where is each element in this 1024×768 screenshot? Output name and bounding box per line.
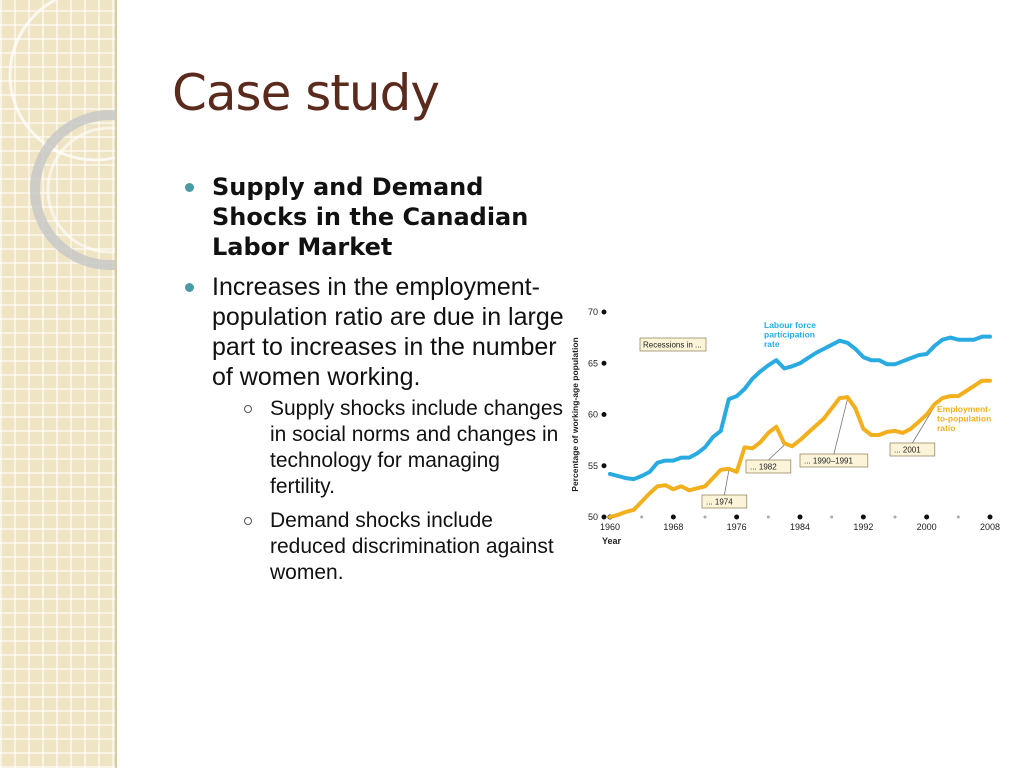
- series-label: Employment-: [937, 404, 991, 414]
- decorative-rings: [8, 0, 115, 270]
- y-axis-tick: [601, 463, 607, 469]
- x-tick-label: 1960: [600, 522, 620, 532]
- x-axis-tick: [924, 514, 930, 520]
- x-axis-tick: [830, 515, 834, 519]
- x-axis-tick: [703, 515, 707, 519]
- recession-box: [889, 442, 936, 457]
- y-tick-label: 70: [588, 307, 598, 317]
- recession-label: ... 1974: [706, 498, 733, 507]
- bullet-text: Supply and Demand Shocks in the Canadian…: [212, 173, 529, 261]
- x-axis-tick: [797, 514, 803, 520]
- line-chart: 50 55 60 65 70 1960 1968 1976 1984 1992 2000 2008 Ye…: [570, 307, 1000, 546]
- decorative-side-band: [0, 0, 117, 768]
- x-tick-label: 1984: [790, 522, 810, 532]
- y-axis-tick: [601, 309, 607, 315]
- x-axis-tick: [860, 514, 866, 520]
- series-label: rate: [764, 339, 780, 349]
- x-tick-label: 2008: [980, 522, 1000, 532]
- sub-bullet-list: Supply shocks include changes in social …: [212, 396, 565, 586]
- recession-leader-line: [724, 470, 730, 496]
- recession-leader-line: [912, 406, 935, 444]
- recession-label: ... 2001: [894, 446, 921, 455]
- recession-leader-line: [833, 398, 848, 455]
- x-tick-label: 2000: [917, 522, 937, 532]
- x-tick-label: 1992: [853, 522, 873, 532]
- bullet-item: Increases in the employment-population r…: [185, 272, 565, 586]
- y-tick-label: 65: [588, 358, 598, 368]
- x-axis-tick: [956, 515, 960, 519]
- recession-label: ... 1982: [750, 463, 777, 472]
- series-line: [608, 334, 992, 482]
- bullet-dot-icon: [185, 183, 194, 192]
- decorative-ring-mid: [30, 110, 115, 270]
- x-axis-tick: [893, 515, 897, 519]
- decorative-ring-top: [8, 0, 115, 162]
- y-axis-tick: [601, 514, 607, 520]
- y-tick-label: 60: [588, 410, 598, 420]
- series-label: Labour force: [764, 320, 816, 330]
- sub-bullet-ring-icon: [244, 517, 252, 525]
- y-tick-label: 55: [588, 461, 598, 471]
- series-line: [608, 378, 992, 519]
- sub-bullet-ring-icon: [244, 405, 252, 413]
- series-label: ratio: [937, 423, 955, 433]
- slide-title: Case study: [172, 64, 440, 122]
- x-tick-label: 1976: [727, 522, 747, 532]
- y-tick-label: 50: [588, 512, 598, 522]
- recession-box: [701, 494, 748, 509]
- recessions-header-box: [639, 337, 707, 352]
- bullet-list: Supply and Demand Shocks in the Canadian…: [185, 172, 565, 596]
- sub-bullet-text: Demand shocks include reduced discrimina…: [270, 509, 554, 584]
- recession-box: [799, 453, 869, 468]
- x-axis-title: Year: [602, 536, 622, 546]
- x-axis-tick: [640, 515, 644, 519]
- sub-bullet-item: Demand shocks include reduced discrimina…: [212, 508, 565, 586]
- sub-bullet-item: Supply shocks include changes in social …: [212, 396, 565, 500]
- y-axis-tick: [601, 360, 607, 366]
- decorative-ring-inner: [46, 126, 115, 254]
- y-axis-tick: [601, 412, 607, 417]
- y-axis-title: Percentage of working-age population: [570, 337, 580, 491]
- x-axis-tick: [670, 514, 676, 520]
- bullet-item: Supply and Demand Shocks in the Canadian…: [185, 172, 565, 262]
- x-axis-tick: [987, 514, 993, 520]
- recessions-header-label: Recessions in ...: [643, 341, 702, 350]
- x-tick-label: 1968: [663, 522, 683, 532]
- series-label: to-population: [937, 414, 991, 424]
- bullet-text: Increases in the employment-population r…: [212, 273, 564, 391]
- bullet-dot-icon: [185, 283, 194, 292]
- recession-label: ... 1990–1991: [804, 457, 853, 466]
- recession-box: [745, 459, 792, 474]
- x-axis-tick: [766, 515, 770, 519]
- x-axis-tick: [734, 514, 740, 520]
- series-label: participation: [764, 330, 815, 340]
- recession-leader-line: [768, 444, 785, 461]
- sub-bullet-text: Supply shocks include changes in social …: [270, 397, 564, 498]
